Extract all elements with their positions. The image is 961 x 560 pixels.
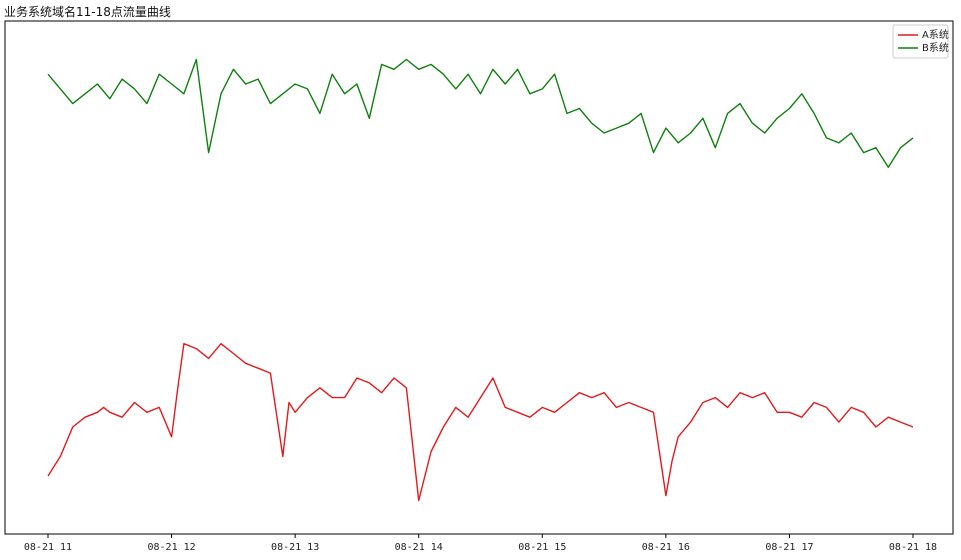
legend-label-a: A系统 xyxy=(922,28,949,41)
chart-title: 业务系统域名11-18点流量曲线 xyxy=(4,5,171,19)
plot-area xyxy=(4,20,954,535)
x-axis: 08-21 11 08-21 12 08-21 13 08-21 14 08-21 15… xyxy=(24,534,937,553)
x-tick-label: 08-21 15 xyxy=(518,542,566,553)
x-tick-label: 08-21 13 xyxy=(271,542,319,553)
x-tick-label: 08-21 17 xyxy=(765,542,813,553)
legend: A系统 B系统 xyxy=(892,24,949,59)
x-tick-label: 08-21 18 xyxy=(889,542,937,553)
legend-label-b: B系统 xyxy=(922,41,949,54)
series-group xyxy=(47,58,914,502)
series-line-b xyxy=(47,58,914,169)
x-tick-label: 08-21 14 xyxy=(395,542,443,553)
series-line-a xyxy=(47,343,914,502)
x-tick-label: 08-21 12 xyxy=(147,542,195,553)
legend-frame xyxy=(892,24,949,59)
x-tick-label: 08-21 11 xyxy=(24,542,72,553)
x-tick-label: 08-21 16 xyxy=(642,542,690,553)
